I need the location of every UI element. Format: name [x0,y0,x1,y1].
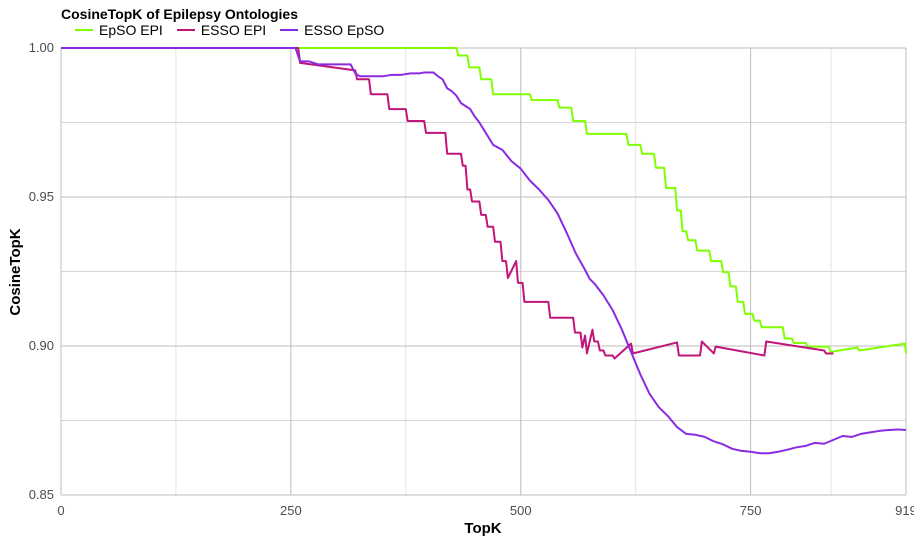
x-tick-label: 500 [510,503,532,518]
legend-label-epso-epi: EpSO EPI [99,22,163,38]
chart-title: CosineTopK of Epilepsy Ontologies [61,6,298,22]
minor-gridlines [61,48,906,495]
x-axis-ticks: 0 250 500 750 919 [57,503,914,518]
x-tick-label: 750 [740,503,762,518]
legend-item-epso-epi: EpSO EPI [75,22,163,38]
legend-item-esso-epso: ESSO EpSO [280,22,384,38]
y-tick-label: 0.90 [29,338,54,353]
legend-item-esso-epi: ESSO EPI [176,22,267,38]
x-tick-label: 250 [280,503,302,518]
x-tick-label: 0 [57,503,64,518]
series-line-1 [61,47,834,360]
legend-swatch-esso-epi [176,29,195,31]
y-tick-label: 0.85 [29,487,54,502]
series-line-0 [61,47,907,354]
y-tick-label: 0.95 [29,189,54,204]
legend-swatch-esso-epso [280,29,299,31]
y-axis-title: CosineTopK [7,228,24,315]
series-line-2 [61,47,907,455]
x-axis-title: TopK [464,520,501,537]
y-axis-ticks: 0.85 0.90 0.95 1.00 [29,40,54,502]
legend: EpSO EPI ESSO EPI ESSO EpSO [75,22,384,38]
legend-label-esso-epi: ESSO EPI [200,22,267,38]
legend-label-esso-epso: ESSO EpSO [304,22,385,38]
y-tick-label: 1.00 [29,40,54,55]
legend-swatch-epso-epi [75,29,93,31]
x-tick-label: 919 [895,503,914,518]
series-layer [61,47,907,455]
